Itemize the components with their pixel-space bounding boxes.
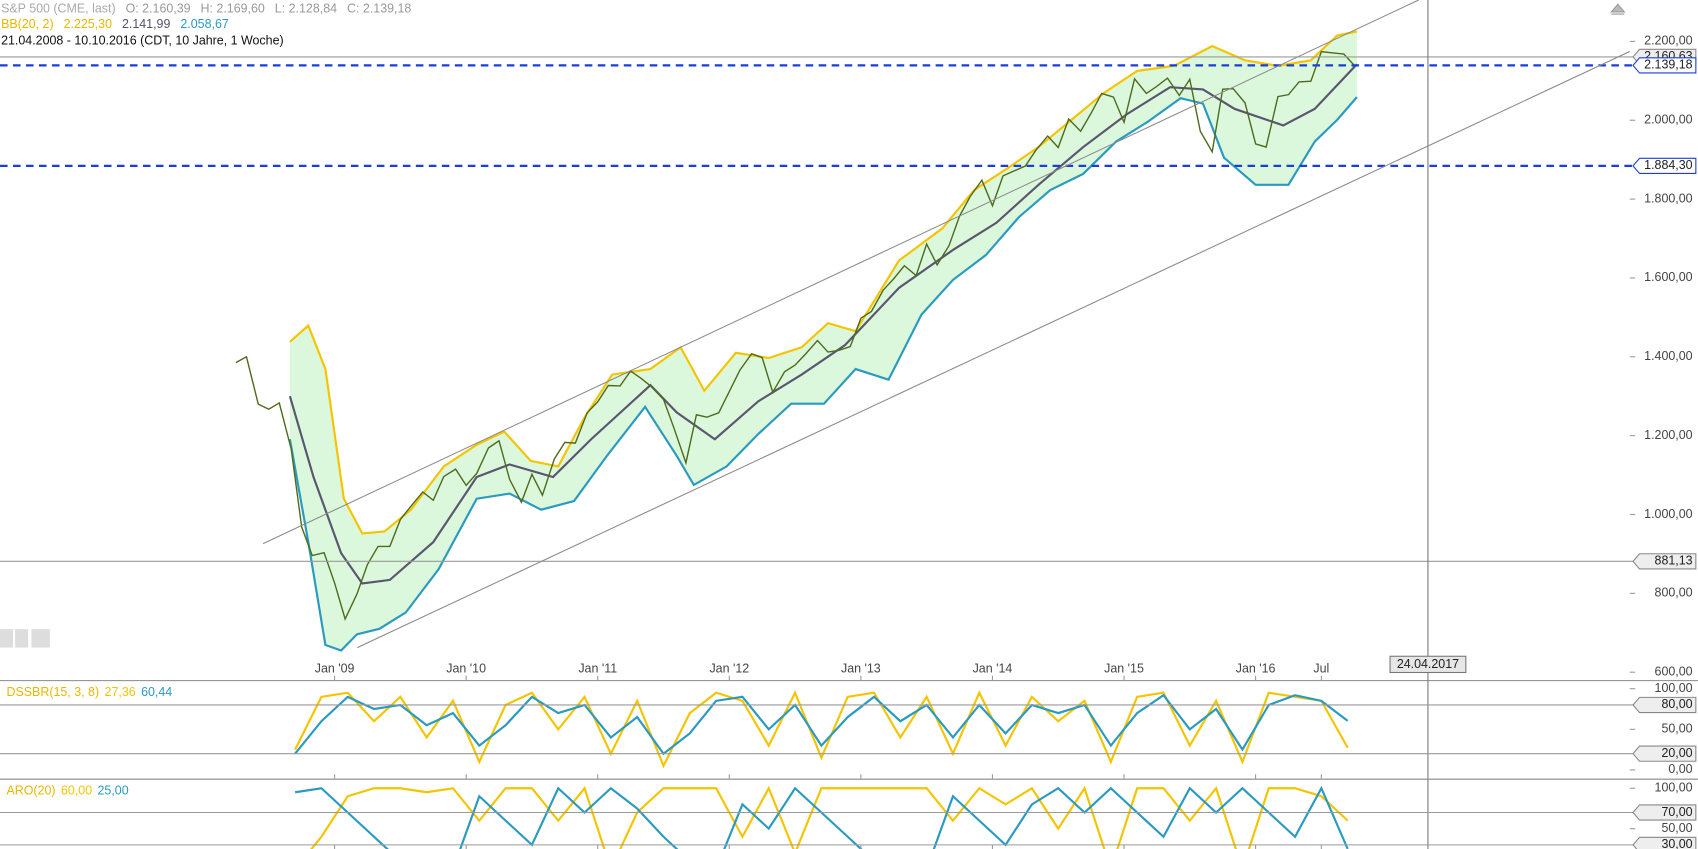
ohlc: L: 2.128,84 xyxy=(275,2,337,16)
zoom-buttons[interactable] xyxy=(0,629,50,648)
level-label: 80,00 xyxy=(1661,697,1692,711)
level-box xyxy=(1632,804,1697,821)
level-box xyxy=(1632,57,1697,74)
x-tick-label: Jan '16 xyxy=(1236,662,1276,676)
level-label: 2.139,18 xyxy=(1644,58,1692,72)
panel xyxy=(235,30,1358,652)
x-tick-label: Jul xyxy=(1313,662,1329,676)
level-label: 70,00 xyxy=(1661,805,1692,819)
level-label: 1.884,30 xyxy=(1644,158,1692,172)
crosshair-label: 24.04.2017 xyxy=(1397,657,1459,671)
collapse-icon[interactable] xyxy=(1610,3,1626,15)
series-line xyxy=(310,785,1349,849)
instrument: S&P 500 (CME, last) xyxy=(1,2,116,16)
indicator-value: 2.058,67 xyxy=(180,17,228,31)
panel xyxy=(294,785,1349,849)
y-tick-label: 1.800,00 xyxy=(1644,191,1692,205)
x-tick-label: Jan '13 xyxy=(841,662,881,676)
level-label: 30,00 xyxy=(1661,837,1692,849)
indicator-value: 2.141,99 xyxy=(122,17,170,31)
y-tick-label: 1.000,00 xyxy=(1644,507,1692,521)
y-tick-label: 1.400,00 xyxy=(1644,349,1692,363)
series-line xyxy=(289,30,1358,535)
level-box xyxy=(1632,157,1697,174)
x-tick-label: Jan '10 xyxy=(446,662,486,676)
header-line-2: BB(20, 2) 2.225,30 2.141,99 2.058,67 xyxy=(1,17,229,31)
indicator-value: 2.225,30 xyxy=(64,17,112,31)
button[interactable] xyxy=(0,629,13,648)
y-tick-label: 100,00 xyxy=(1655,681,1693,695)
series-line xyxy=(294,785,1349,849)
trend-line-upper xyxy=(262,0,1419,545)
level-box xyxy=(1632,745,1697,762)
x-tick-label: Jan '09 xyxy=(315,662,355,676)
y-tick-label: 2.000,00 xyxy=(1644,113,1692,127)
y-tick-label: 1.600,00 xyxy=(1644,270,1692,284)
level-box xyxy=(1632,836,1697,849)
header-line-1: S&P 500 (CME, last) O: 2.160,39 H: 2.169… xyxy=(1,2,411,16)
y-tick-label: 50,00 xyxy=(1661,722,1692,736)
panel-legend: DSSBR(15, 3, 8) 27,36 60,44 xyxy=(6,685,172,699)
series-line xyxy=(235,50,1355,621)
indicator-value: 27,36 xyxy=(105,685,136,699)
indicator-value: 60,44 xyxy=(141,685,172,699)
indicator-title: DSSBR(15, 3, 8) xyxy=(6,685,99,699)
y-tick-label: 2.200,00 xyxy=(1644,34,1692,48)
level-label: 20,00 xyxy=(1661,746,1692,760)
series-line xyxy=(294,693,1349,756)
level-box xyxy=(1632,696,1697,714)
ohlc: C: 2.139,18 xyxy=(347,2,411,16)
level-box xyxy=(1632,553,1697,570)
indicator-title: ARO(20) xyxy=(6,784,55,798)
y-tick-label: 100,00 xyxy=(1655,781,1693,795)
band-fill xyxy=(289,31,1357,651)
y-tick-label: 800,00 xyxy=(1655,586,1693,600)
indicator-value: 25,00 xyxy=(98,784,129,798)
channel xyxy=(262,0,1630,649)
x-tick-label: Jan '15 xyxy=(1104,662,1144,676)
y-tick-label: 1.200,00 xyxy=(1644,428,1692,442)
indicator-value: 60,00 xyxy=(61,784,92,798)
x-tick-label: Jan '12 xyxy=(709,662,749,676)
ohlc: O: 2.160,39 xyxy=(126,2,191,16)
x-tick-label: Jan '11 xyxy=(578,662,617,676)
y-tick-label: 0,00 xyxy=(1668,762,1692,776)
y-tick-label: 600,00 xyxy=(1655,664,1693,678)
ohlc: H: 2.169,60 xyxy=(201,2,265,16)
x-tick-label: Jan '14 xyxy=(973,662,1013,676)
panel-legend: ARO(20) 60,00 25,00 xyxy=(6,784,128,798)
series-line xyxy=(294,690,1349,769)
button[interactable] xyxy=(31,629,50,648)
panel xyxy=(294,690,1349,769)
level-label: 881,13 xyxy=(1655,554,1693,568)
indicator: BB(20, 2) xyxy=(1,17,54,31)
trend-line-lower xyxy=(357,50,1630,649)
y-tick-label: 50,00 xyxy=(1661,821,1692,835)
crosshair-box xyxy=(1389,655,1467,674)
date-range: 21.04.2008 - 10.10.2016 (CDT, 10 Jahre, … xyxy=(1,33,284,47)
button[interactable] xyxy=(15,629,29,648)
